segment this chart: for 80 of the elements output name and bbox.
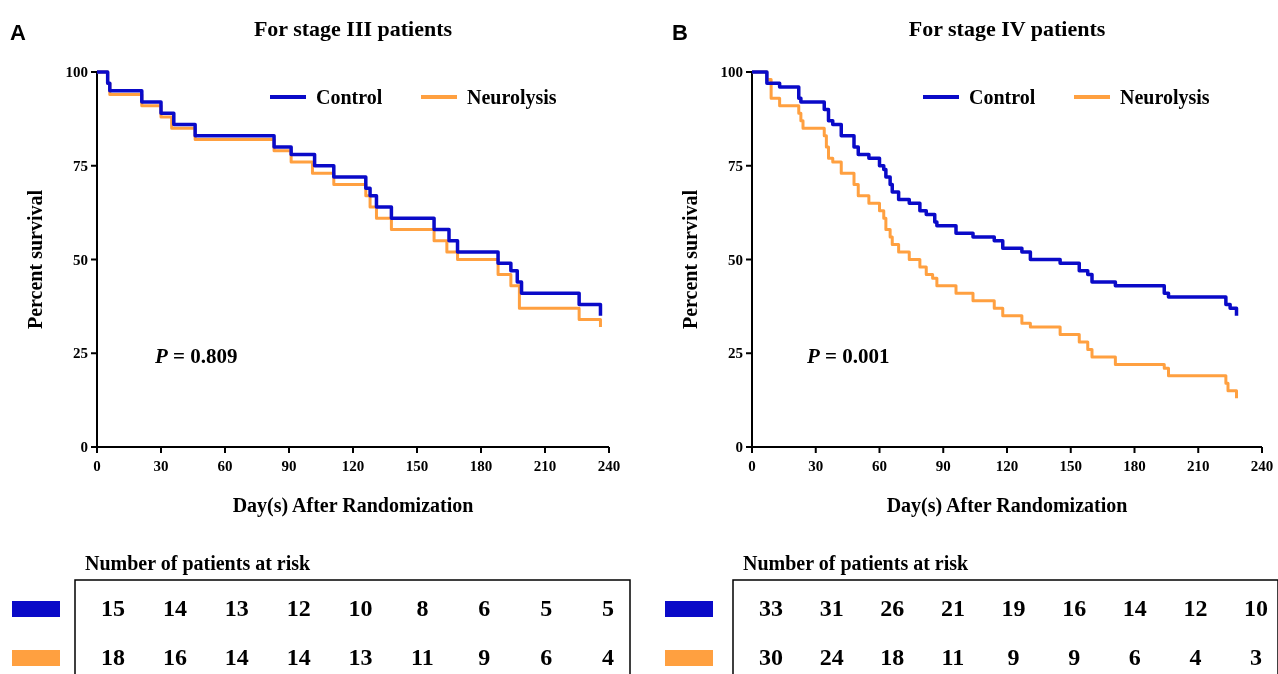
text: 9 (1068, 644, 1081, 670)
text: 14 (1122, 595, 1147, 621)
x-tick-label: 150 (405, 458, 429, 474)
text: 6 (478, 595, 491, 621)
text: 12 (1183, 595, 1208, 621)
chart-title: For stage IV patients (908, 16, 1106, 41)
text: 9 (1007, 644, 1020, 670)
text: 19 (1001, 595, 1026, 621)
text: 10 (1244, 595, 1268, 621)
text: 18 (101, 644, 125, 670)
x-tick-label: 150 (1059, 458, 1082, 474)
x-tick-label: 90 (281, 458, 297, 474)
text: 13 (348, 644, 373, 670)
text: 14 (286, 644, 311, 670)
legend-label: Control (969, 86, 1036, 108)
text: Number of patients at risk (85, 552, 312, 575)
y-tick-label: 0 (735, 439, 743, 455)
chart-title: For stage III patients (253, 16, 453, 41)
text: 16 (1062, 595, 1087, 621)
y-tick-label: 100 (65, 64, 88, 80)
y-tick-label: 50 (728, 251, 743, 268)
text: 16 (162, 644, 187, 670)
text: 8 (416, 595, 429, 621)
text: 14 (224, 644, 249, 670)
text: 6 (540, 644, 553, 670)
text: 13 (224, 595, 249, 621)
x-axis-title: Day(s) After Randomization (232, 494, 474, 517)
text: 24 (819, 644, 844, 670)
x-tick-label: 210 (1187, 458, 1210, 474)
text: 18 (880, 644, 905, 670)
text: 31 (819, 595, 844, 621)
text: 9 (478, 644, 491, 670)
text: 30 (759, 644, 783, 670)
y-tick-label: 25 (728, 345, 743, 362)
text: 10 (348, 595, 373, 621)
annotation: P = 0.809 (154, 344, 238, 368)
x-axis-title: Day(s) After Randomization (886, 494, 1128, 517)
y-tick-label: 50 (73, 251, 88, 268)
x-tick-label: 30 (153, 458, 169, 474)
x-tick-label: 30 (808, 458, 824, 474)
text: 4 (602, 644, 614, 670)
x-tick-label: 0 (93, 458, 101, 474)
text: 5 (540, 595, 553, 621)
text: A (10, 20, 26, 45)
text: 5 (602, 595, 614, 621)
y-tick-label: 75 (728, 157, 743, 174)
y-tick-label: 0 (80, 439, 88, 455)
x-tick-label: 240 (597, 458, 621, 474)
y-tick-label: 100 (720, 64, 743, 80)
y-axis-title: Percent survival (24, 189, 46, 330)
x-tick-label: 180 (469, 458, 493, 474)
text: 11 (941, 644, 965, 670)
x-tick-label: 240 (1250, 458, 1274, 474)
text: 12 (286, 595, 311, 621)
x-tick-label: 120 (995, 458, 1019, 474)
x-tick-label: 60 (217, 458, 233, 474)
text: 21 (940, 595, 965, 621)
text: 26 (880, 595, 905, 621)
text: 6 (1128, 644, 1141, 670)
text: 4 (1189, 644, 1202, 670)
y-axis-title: Percent survival (679, 189, 701, 330)
x-tick-label: 0 (748, 458, 756, 474)
annotation: P = 0.001 (806, 344, 890, 368)
legend-label: Neurolysis (467, 86, 557, 109)
legend-label: Neurolysis (1120, 86, 1210, 109)
x-tick-label: 120 (341, 458, 365, 474)
text: 3 (1250, 644, 1262, 670)
text: 15 (101, 595, 125, 621)
x-tick-label: 60 (872, 458, 887, 474)
x-tick-label: 90 (935, 458, 951, 474)
legend-label: Control (316, 86, 383, 108)
text: 33 (759, 595, 783, 621)
text: 14 (162, 595, 187, 621)
text: 11 (411, 644, 434, 670)
x-tick-label: 180 (1123, 458, 1146, 474)
text: B (672, 20, 688, 45)
x-tick-label: 210 (533, 458, 557, 474)
y-tick-label: 75 (73, 157, 88, 174)
y-tick-label: 25 (73, 345, 88, 362)
text: Number of patients at risk (743, 552, 970, 575)
